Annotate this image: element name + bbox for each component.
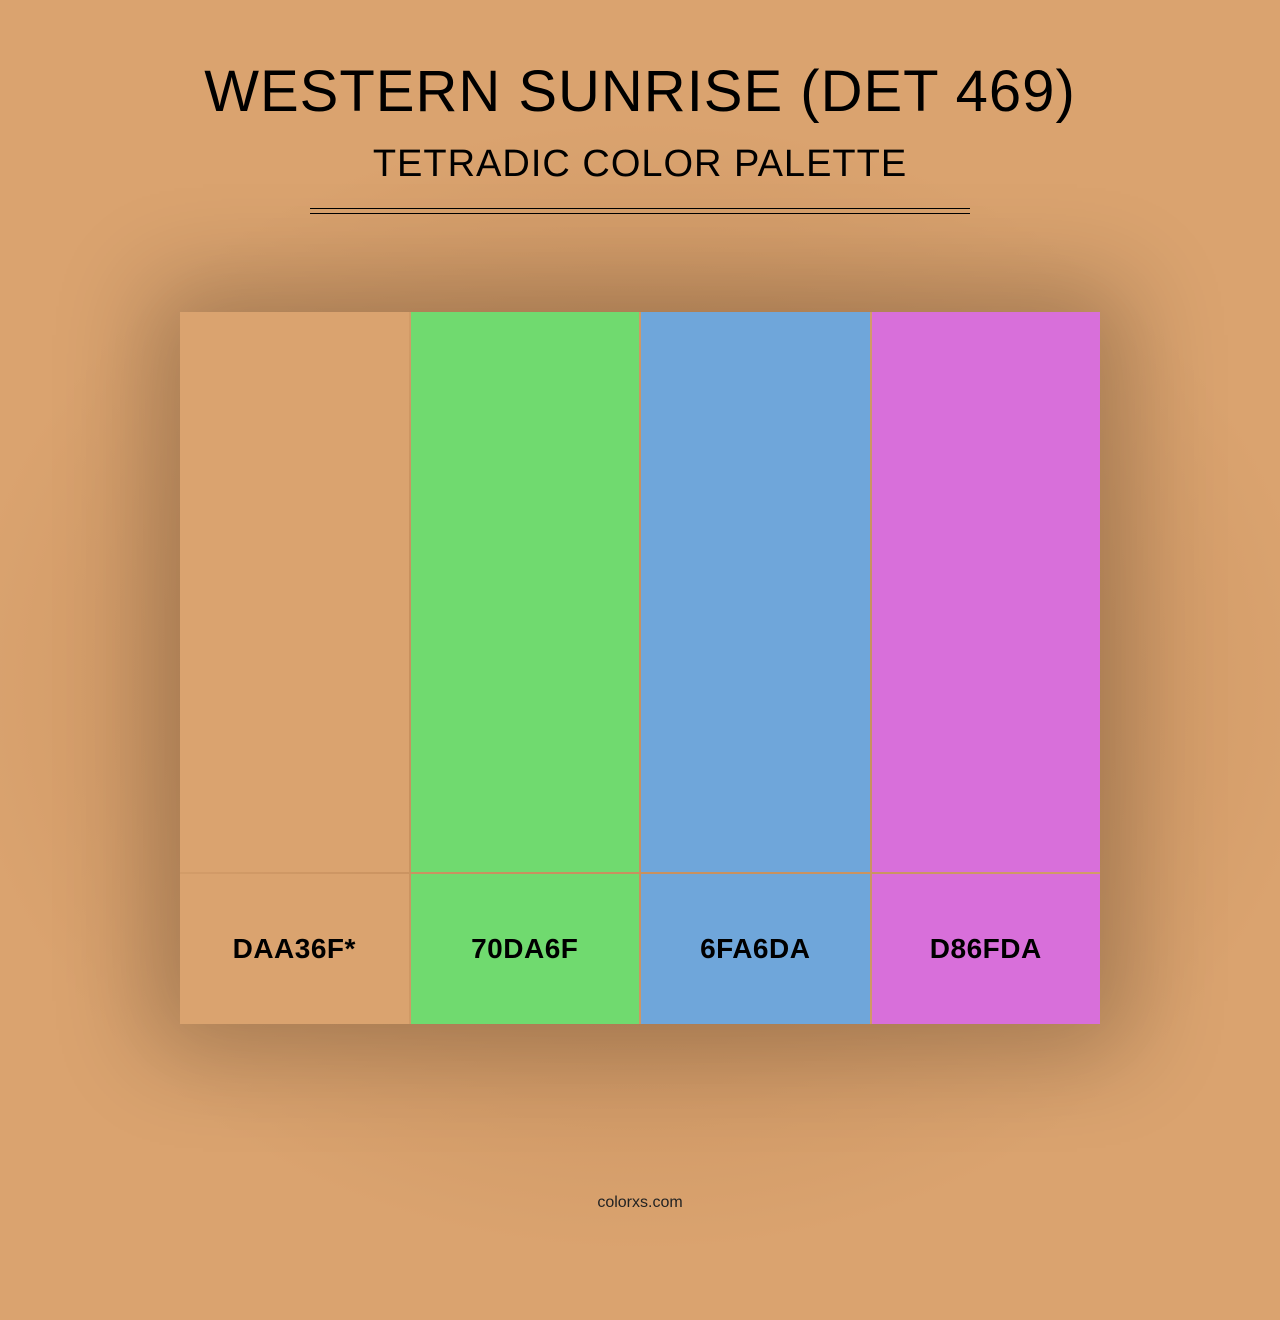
swatch-label-1: DAA36F* xyxy=(180,874,409,1024)
swatch-row xyxy=(180,312,1100,872)
swatch-label-3: 6FA6DA xyxy=(641,874,870,1024)
content-container: WESTERN SUNRISE (DET 469) TETRADIC COLOR… xyxy=(0,0,1280,1320)
title-divider xyxy=(310,208,970,214)
swatch-1 xyxy=(180,312,409,872)
swatch-2 xyxy=(411,312,640,872)
attribution-text: colorxs.com xyxy=(0,1194,1280,1212)
page-subtitle: TETRADIC COLOR PALETTE xyxy=(373,143,907,186)
palette-card: DAA36F* 70DA6F 6FA6DA D86FDA xyxy=(180,312,1100,1024)
swatch-4 xyxy=(872,312,1101,872)
swatch-3 xyxy=(641,312,870,872)
page-title: WESTERN SUNRISE (DET 469) xyxy=(204,58,1076,125)
label-row: DAA36F* 70DA6F 6FA6DA D86FDA xyxy=(180,874,1100,1024)
swatch-label-2: 70DA6F xyxy=(411,874,640,1024)
swatch-label-4: D86FDA xyxy=(872,874,1101,1024)
